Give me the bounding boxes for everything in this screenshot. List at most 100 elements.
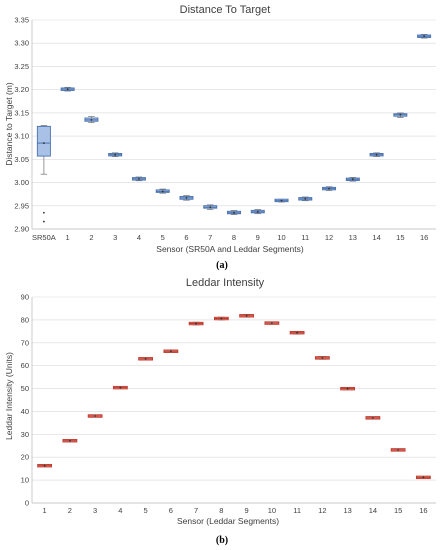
mean-marker xyxy=(371,416,374,419)
outlier-point xyxy=(42,220,45,223)
box-4 xyxy=(131,176,146,182)
y-tick-label: 70 xyxy=(21,338,29,347)
x-tick-label: 7 xyxy=(208,233,212,242)
figure-caption: (a) xyxy=(216,260,228,271)
box-8 xyxy=(213,316,229,321)
x-tick-label: 9 xyxy=(245,506,249,515)
box-1 xyxy=(60,86,75,92)
mean-marker xyxy=(422,476,425,479)
x-tick-label: 1 xyxy=(43,506,47,515)
mean-marker xyxy=(161,190,164,193)
y-tick-label: 3.00 xyxy=(14,178,29,187)
mean-marker xyxy=(119,386,122,389)
mean-marker xyxy=(195,322,198,325)
x-tick-label: 1 xyxy=(66,233,70,242)
mean-marker xyxy=(169,350,172,353)
x-tick-label: 5 xyxy=(161,233,165,242)
x-tick-label: 4 xyxy=(118,506,122,515)
x-tick-label: 13 xyxy=(343,506,351,515)
chart-title: Leddar Intensity xyxy=(186,277,265,289)
x-tick-label: 6 xyxy=(169,506,173,515)
y-tick-label: 20 xyxy=(21,453,29,462)
figure-caption: (b) xyxy=(216,535,228,546)
y-axis-label: Distance to Target (m) xyxy=(4,82,14,166)
y-tick-label: 3.35 xyxy=(14,16,29,25)
x-tick-label: 9 xyxy=(256,233,260,242)
box-rect xyxy=(36,125,51,157)
box-13 xyxy=(345,177,360,182)
x-tick-label: 10 xyxy=(277,233,285,242)
mean-marker xyxy=(114,153,117,156)
y-tick-label: 30 xyxy=(21,430,29,439)
y-tick-label: 3.20 xyxy=(14,85,29,94)
y-tick-label: 90 xyxy=(21,293,29,302)
x-tick-label: 5 xyxy=(144,506,148,515)
box-14 xyxy=(369,152,384,157)
mean-marker xyxy=(375,153,378,156)
y-tick-label: 3.25 xyxy=(14,62,29,71)
x-tick-label: 10 xyxy=(268,506,276,515)
y-tick-label: 3.10 xyxy=(14,132,29,141)
y-axis-label: Leddar Intensity (Units) xyxy=(4,352,14,440)
box-10 xyxy=(264,321,280,325)
mean-marker xyxy=(328,187,330,190)
x-tick-label: 14 xyxy=(369,506,377,515)
box-13 xyxy=(340,386,356,391)
box-1 xyxy=(37,463,53,468)
x-tick-label: 3 xyxy=(113,233,117,242)
box-15 xyxy=(390,448,406,452)
distance-to-target-chart: Distance To Target Distance to Target (m… xyxy=(4,4,436,271)
y-tick-label: 3.30 xyxy=(14,39,29,48)
mean-marker xyxy=(256,210,259,213)
x-tick-label: 3 xyxy=(93,506,97,515)
x-tick-label: 15 xyxy=(396,233,404,242)
mean-marker xyxy=(42,142,45,144)
box-14 xyxy=(365,416,381,420)
mean-marker xyxy=(90,118,93,121)
x-axis-label: Sensor (Leddar Segments) xyxy=(177,516,279,526)
x-axis-label: Sensor (SR50A and Leddar Segments) xyxy=(156,244,304,254)
y-tick-label: 10 xyxy=(21,476,29,485)
mean-marker xyxy=(304,197,307,200)
box-6 xyxy=(163,349,179,353)
y-tick-label: 2.95 xyxy=(14,201,29,210)
x-tick-label: 2 xyxy=(68,506,72,515)
mean-marker xyxy=(245,314,248,317)
box-8 xyxy=(227,210,241,216)
y-tick-label: 0 xyxy=(25,499,29,508)
y-tick-label: 3.05 xyxy=(14,155,29,164)
mean-marker xyxy=(43,464,46,467)
box-3 xyxy=(87,414,103,418)
mean-marker xyxy=(280,199,283,202)
mean-marker xyxy=(68,439,71,442)
box-4 xyxy=(112,385,128,390)
mean-marker xyxy=(296,331,299,334)
x-tick-label: 6 xyxy=(184,233,188,242)
box-12 xyxy=(322,186,337,191)
mean-marker xyxy=(351,178,354,181)
y-tick-label: 2.90 xyxy=(14,225,29,234)
box-5 xyxy=(155,188,170,194)
x-tick-label: 16 xyxy=(420,233,428,242)
y-tick-label: 60 xyxy=(21,361,29,370)
x-tick-label: 16 xyxy=(419,506,427,515)
x-tick-label: 2 xyxy=(89,233,93,242)
mean-marker xyxy=(185,196,188,199)
x-tick-label: 11 xyxy=(293,506,301,515)
chart-title: Distance To Target xyxy=(180,4,271,16)
box-11 xyxy=(298,196,313,202)
box-5 xyxy=(138,357,154,361)
box-SR50A xyxy=(36,125,51,223)
box-12 xyxy=(314,356,330,360)
box-16 xyxy=(415,475,431,480)
x-tick-label: 12 xyxy=(325,233,333,242)
mean-marker xyxy=(397,448,400,451)
box-16 xyxy=(417,33,432,39)
box-2 xyxy=(62,439,78,443)
box-9 xyxy=(250,209,265,215)
box-11 xyxy=(289,330,305,335)
box-2 xyxy=(84,116,99,124)
mean-marker xyxy=(138,177,140,180)
mean-marker xyxy=(423,35,426,38)
box-7 xyxy=(203,204,218,210)
